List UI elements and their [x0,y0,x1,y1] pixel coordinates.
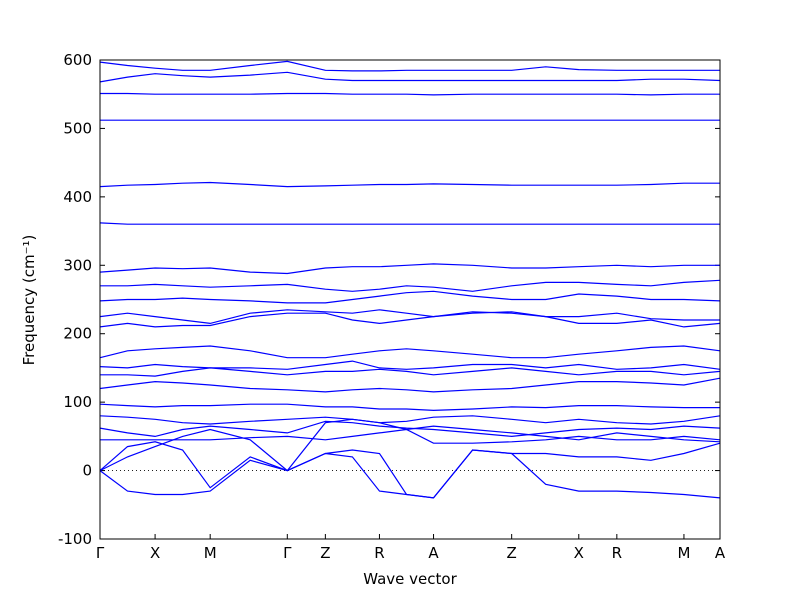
x-tick-label: X [574,544,584,562]
y-tick-label: 600 [63,51,92,69]
band-line [99,360,721,370]
x-tick-label: Γ [96,544,105,562]
x-axis-label: Wave vector [363,570,457,588]
x-tick-label: Z [320,544,330,562]
band-line [100,92,720,96]
band-line [99,441,721,499]
x-tick-label: M [204,544,217,562]
y-tick-label: 300 [63,256,92,274]
plot-frame [99,59,721,540]
x-tick-label: M [677,544,690,562]
band-line [99,60,720,72]
band-line [99,420,721,438]
band-line [100,425,721,443]
band-line [99,418,721,472]
band-line [99,263,720,275]
band-line [99,181,720,188]
x-tick-label: Γ [283,544,292,562]
y-tick-label: 400 [63,188,92,206]
band-line [99,290,721,304]
y-axis-label: Frequency (cm⁻¹) [20,235,38,366]
x-tick-label: X [150,544,160,562]
x-tick-label: A [428,544,439,562]
y-tick-label: 100 [63,393,92,411]
y-tick-label: 200 [63,325,92,343]
band-line [99,345,721,359]
band-line [99,449,721,499]
y-tick-label: 0 [82,462,92,480]
y-tick-label: -100 [58,530,92,548]
x-tick-label: A [715,544,726,562]
band-line [99,309,720,325]
band-line [99,403,720,412]
x-tick-label: R [374,544,384,562]
band-line [99,71,721,83]
band-line [100,367,721,377]
x-tick-label: R [612,544,622,562]
band-line [99,222,720,225]
band-line [100,279,721,292]
band-line [99,415,721,425]
band-line [99,311,721,328]
band-line [99,377,721,393]
y-tick-label: 500 [63,119,92,137]
x-tick-label: Z [507,544,517,562]
